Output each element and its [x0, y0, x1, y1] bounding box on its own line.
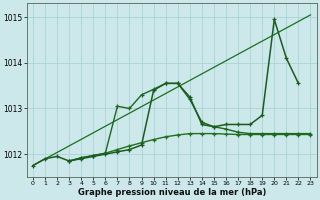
- X-axis label: Graphe pression niveau de la mer (hPa): Graphe pression niveau de la mer (hPa): [77, 188, 266, 197]
